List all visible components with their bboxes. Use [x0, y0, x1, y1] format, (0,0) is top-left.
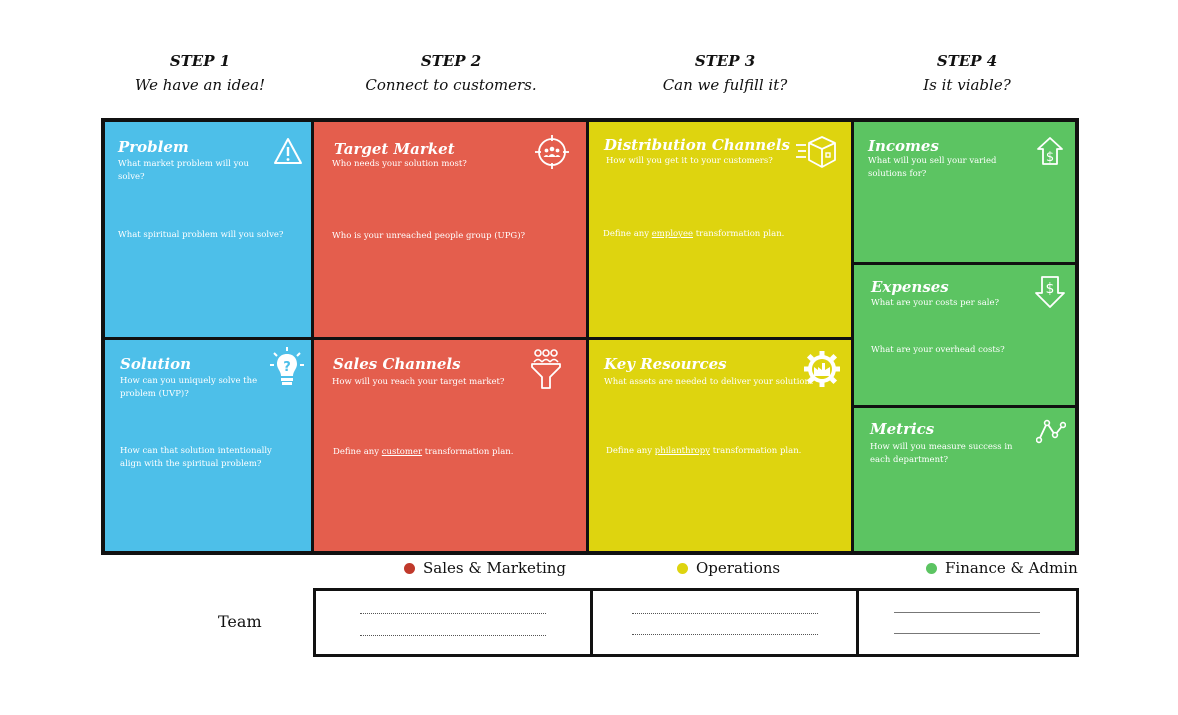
delivery-box-icon: [795, 134, 837, 170]
sales-channels-question-2: Define any customer transformation plan.: [333, 446, 563, 459]
incomes-title: Incomes: [868, 137, 939, 155]
step-3-header: STEP 3 Can we fulfill it?: [615, 52, 835, 94]
step-2-subtitle: Connect to customers.: [365, 76, 537, 94]
team-operations-line-2[interactable]: [632, 634, 818, 635]
distribution-q2-prefix: Define any: [603, 229, 652, 239]
expenses-question-2: What are your overhead costs?: [871, 345, 1005, 355]
step-4-header: STEP 4 Is it viable?: [857, 52, 1077, 94]
svg-text:$: $: [1046, 150, 1054, 165]
dollar-up-icon: $: [1036, 136, 1064, 166]
step-1-header: STEP 1 We have an idea!: [90, 52, 310, 94]
step-1-title: STEP 1: [169, 52, 231, 70]
funnel-people-icon: [530, 348, 562, 390]
svg-text:$: $: [1046, 281, 1055, 297]
expenses-question-1: What are your costs per sale?: [871, 298, 1000, 308]
sales-channels-q2-link: customer: [381, 447, 423, 457]
team-finance-line-2[interactable]: [894, 633, 1040, 634]
sales-channels-cell[interactable]: Sales Channels How will you reach your t…: [314, 340, 586, 551]
distribution-q2-suffix: transformation plan.: [693, 229, 785, 239]
business-model-board: Problem What market problem will you sol…: [101, 118, 1079, 555]
key-resources-cell[interactable]: Key Resources What assets are needed to …: [589, 340, 851, 551]
line-chart-icon: [1036, 418, 1066, 444]
step-4-title: STEP 4: [936, 52, 998, 70]
lightbulb-icon: ?: [269, 346, 305, 388]
key-resources-question-2: Define any philanthropy transformation p…: [606, 445, 836, 458]
key-resources-question-1: What assets are needed to deliver your s…: [604, 377, 815, 387]
distribution-channels-cell[interactable]: Distribution Channels How will you get i…: [589, 122, 851, 337]
legend-label-finance-admin: Finance & Admin: [945, 559, 1078, 577]
sales-channels-q2-suffix: transformation plan.: [422, 447, 514, 457]
team-finance-line-1[interactable]: [894, 612, 1040, 613]
distribution-channels-question-2: Define any employee transformation plan.: [603, 228, 833, 241]
step-2-header: STEP 2 Connect to customers.: [341, 52, 561, 94]
step-2-title: STEP 2: [420, 52, 482, 70]
team-operations-line-1[interactable]: [632, 613, 818, 614]
warning-icon: [273, 137, 303, 165]
expenses-cell[interactable]: Expenses What are your costs per sale? W…: [854, 265, 1075, 405]
factory-gear-icon: [803, 350, 841, 388]
step-1-subtitle: We have an idea!: [134, 76, 266, 94]
distribution-channels-question-1: How will you get it to your customers?: [606, 156, 773, 166]
metrics-title: Metrics: [870, 420, 935, 438]
distribution-q2-link: employee: [651, 229, 694, 239]
sales-channels-q2-prefix: Define any: [333, 447, 382, 457]
key-resources-q2-prefix: Define any: [606, 446, 655, 456]
solution-question-1: How can you uniquely solve the problem (…: [120, 376, 258, 399]
problem-question-2: What spiritual problem will you solve?: [118, 230, 284, 240]
solution-question-2: How can that solution intentionally alig…: [120, 446, 272, 469]
legend-operations: Operations: [677, 559, 780, 577]
incomes-cell[interactable]: Incomes What will you sell your varied s…: [854, 122, 1075, 262]
metrics-question-1: How will you measure success in each dep…: [870, 442, 1013, 465]
target-market-question-2: Who is your unreached people group (UPG)…: [332, 231, 526, 241]
target-market-question-1: Who needs your solution most?: [332, 159, 467, 169]
team-divider-1: [590, 591, 593, 654]
solution-title: Solution: [120, 355, 191, 373]
step-3-subtitle: Can we fulfill it?: [662, 76, 788, 94]
team-box: [313, 588, 1079, 657]
team-sales-line-1[interactable]: [360, 613, 546, 614]
team-label: Team: [218, 612, 262, 631]
metrics-cell[interactable]: Metrics How will you measure success in …: [854, 408, 1075, 551]
step-3-title: STEP 3: [694, 52, 756, 70]
target-market-cell[interactable]: Target Market Who needs your solution mo…: [314, 122, 586, 337]
distribution-channels-title: Distribution Channels: [604, 136, 790, 154]
team-sales-line-2[interactable]: [360, 635, 546, 636]
legend-finance-admin: Finance & Admin: [926, 559, 1078, 577]
expenses-title: Expenses: [871, 278, 949, 296]
target-group-icon: [535, 135, 569, 169]
dollar-down-icon: $: [1034, 275, 1066, 309]
problem-title: Problem: [118, 138, 189, 156]
key-resources-q2-link: philanthropy: [654, 446, 710, 456]
legend-label-sales-marketing: Sales & Marketing: [423, 559, 567, 577]
team-divider-2: [856, 591, 859, 654]
sales-channels-question-1: How will you reach your target market?: [332, 377, 505, 387]
legend-dot-red: [404, 562, 415, 574]
problem-question-1: What market problem will you solve?: [118, 159, 249, 182]
legend-sales-marketing: Sales & Marketing: [404, 559, 566, 577]
key-resources-q2-suffix: transformation plan.: [710, 446, 802, 456]
problem-cell[interactable]: Problem What market problem will you sol…: [105, 122, 311, 337]
svg-text:?: ?: [283, 360, 291, 375]
solution-cell[interactable]: Solution How can you uniquely solve the …: [105, 340, 311, 551]
key-resources-title: Key Resources: [604, 355, 727, 373]
incomes-question-1: What will you sell your varied solutions…: [868, 156, 997, 179]
sales-channels-title: Sales Channels: [333, 355, 461, 373]
legend-dot-green: [926, 562, 937, 574]
legend-label-operations: Operations: [696, 559, 781, 577]
step-4-subtitle: Is it viable?: [923, 76, 1011, 94]
target-market-title: Target Market: [334, 140, 455, 158]
legend-dot-yellow: [677, 562, 688, 574]
